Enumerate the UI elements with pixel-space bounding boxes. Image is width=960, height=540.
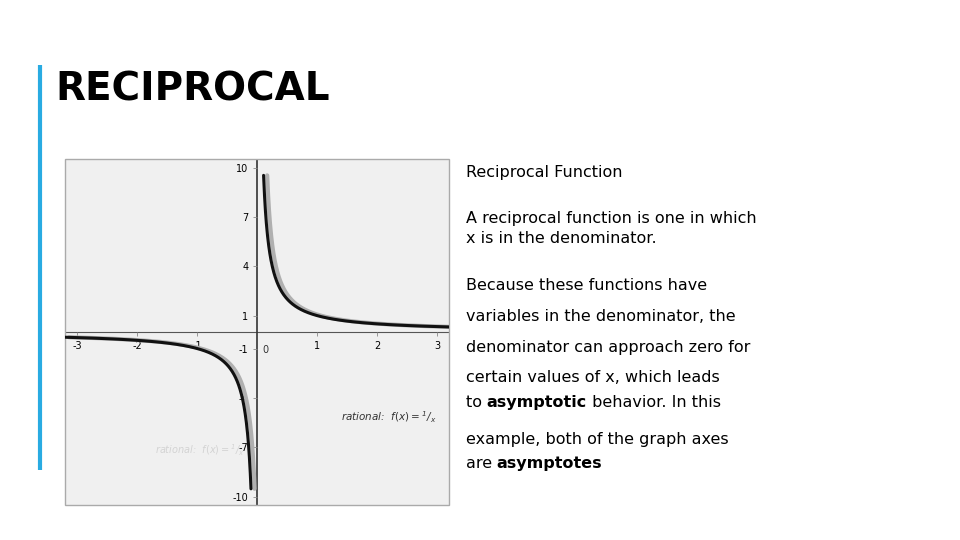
Text: rational:  $f(x) = \mathregular{^1/_x}$: rational: $f(x) = \mathregular{^1/_x}$ [156, 443, 245, 458]
Text: 0: 0 [262, 345, 268, 355]
Text: to: to [466, 395, 487, 410]
Text: Reciprocal Function: Reciprocal Function [466, 165, 622, 180]
Text: A reciprocal function is one in which
x is in the denominator.: A reciprocal function is one in which x … [466, 211, 756, 246]
Text: behavior. In this: behavior. In this [587, 395, 721, 410]
Text: asymptotic: asymptotic [487, 395, 587, 410]
Bar [65, 159, 449, 505]
Text: rational:  $f(x) = \mathregular{^1/_x}$: rational: $f(x) = \mathregular{^1/_x}$ [342, 410, 437, 426]
Text: Because these functions have: Because these functions have [466, 278, 707, 293]
Text: are: are [466, 456, 497, 471]
Text: certain values of x, which leads: certain values of x, which leads [466, 370, 719, 386]
Text: denominator can approach zero for: denominator can approach zero for [466, 340, 750, 355]
Text: variables in the denominator, the: variables in the denominator, the [466, 309, 735, 324]
Text: example, both of the graph axes: example, both of the graph axes [466, 432, 729, 447]
Text: RECIPROCAL: RECIPROCAL [56, 70, 330, 108]
Text: asymptotes: asymptotes [497, 456, 603, 471]
